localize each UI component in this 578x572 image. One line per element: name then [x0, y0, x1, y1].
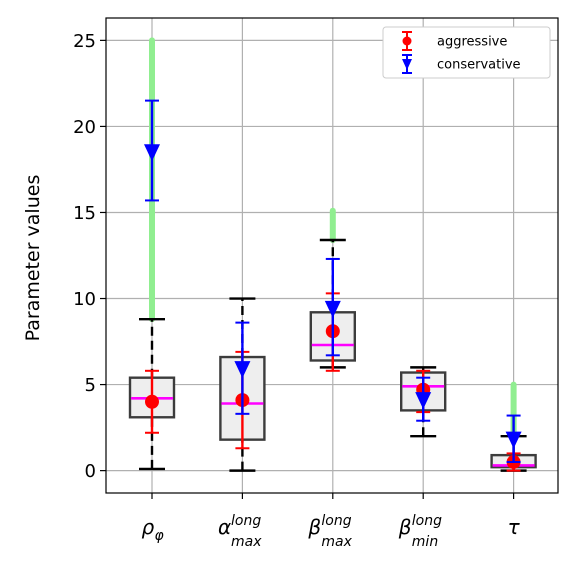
x-tick-label-sup-beta_max_long: long [321, 513, 351, 529]
x-tick-label-sub-alpha_max_long: max [231, 534, 262, 550]
x-tick-label-sub-beta_max_long: max [321, 534, 352, 550]
x-tick-label-beta_min_long: β [398, 515, 412, 539]
legend: aggressive conservative [382, 26, 551, 79]
x-tick-label-tau: τ [508, 515, 521, 539]
plot-frame [105, 17, 559, 494]
y-tick-label: 25 [73, 31, 96, 52]
x-tick-label-sup-alpha_max_long: long [231, 513, 261, 529]
legend-frame [382, 26, 551, 79]
point-conservative [505, 431, 522, 449]
legend-marker-aggressive [402, 36, 412, 46]
y-tick-label: 20 [73, 117, 96, 138]
x-tick-label-sub-beta_min_long: min [412, 534, 438, 550]
y-tick-label: 10 [73, 289, 96, 310]
y-tick-label: 15 [73, 203, 96, 224]
legend-label-conservative: conservative [437, 58, 521, 73]
x-tick-label-sub-rho_phi: φ [155, 528, 165, 544]
point-conservative [144, 144, 160, 162]
marks-layer [128, 37, 537, 472]
y-axis-label: Parameter values [22, 175, 44, 342]
x-tick-label-sup-beta_min_long: long [412, 513, 442, 529]
point-conservative [234, 361, 251, 379]
x-tick-label-rho_phi: ρ [142, 515, 155, 539]
x-tick-label-beta_max_long: β [307, 515, 321, 539]
point-conservative [324, 300, 341, 318]
y-tick-label: 5 [85, 375, 96, 396]
legend-marker-conservative [402, 59, 412, 70]
x-tick-label-alpha_max_long: α [218, 515, 231, 539]
legend-label-aggressive: aggressive [437, 35, 507, 50]
point-aggressive [145, 394, 159, 409]
y-tick-label: 0 [85, 461, 96, 482]
point-conservative [415, 392, 432, 410]
